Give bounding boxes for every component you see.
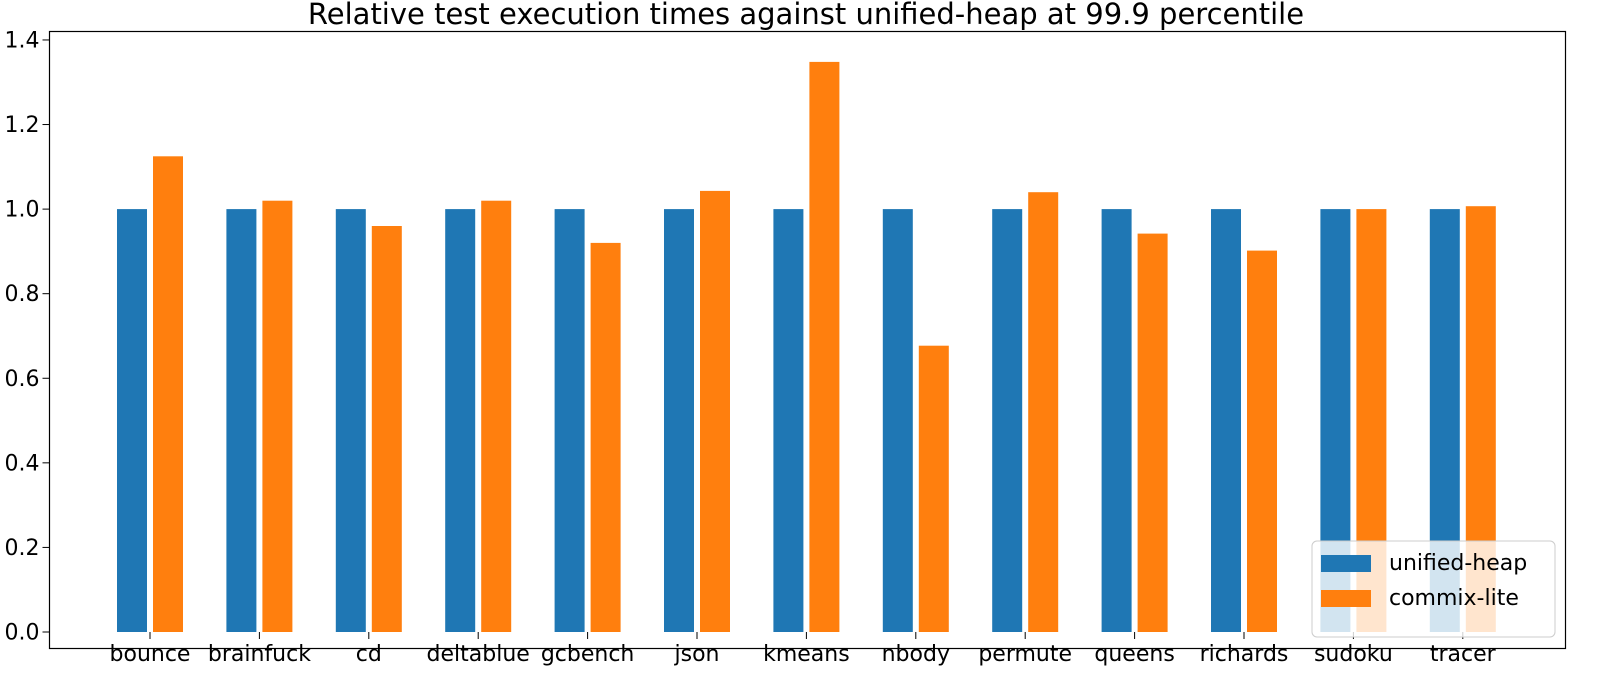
- bar-unified-heap-bounce: [117, 209, 147, 632]
- legend-label-commix-lite: commix-lite: [1389, 586, 1519, 611]
- x-tick-label: gcbench: [541, 642, 635, 667]
- bar-commix-lite-permute: [1028, 192, 1059, 632]
- chart-title: Relative test execution times against un…: [308, 0, 1304, 31]
- bar-unified-heap-brainfuck: [226, 209, 257, 632]
- bar-unified-heap-cd: [335, 209, 366, 632]
- legend: unified-heap commix-lite: [1311, 540, 1556, 638]
- bar-unified-heap-queens: [1101, 209, 1132, 632]
- legend-frame: [1311, 540, 1556, 638]
- x-tick-label: brainfuck: [208, 642, 311, 667]
- bar-unified-heap-deltablue: [445, 209, 476, 632]
- y-axis: 0.0 0.2 0.4 0.6 0.8 1.0 1.2 1.4: [5, 28, 50, 646]
- y-tick-label: 1.0: [5, 198, 40, 223]
- bar-unified-heap-json: [664, 209, 694, 632]
- legend-label-unified-heap: unified-heap: [1389, 551, 1527, 576]
- bar-commix-lite-bounce: [153, 156, 183, 633]
- bar-commix-lite-json: [700, 190, 730, 632]
- bar-unified-heap-nbody: [882, 209, 913, 632]
- bar-commix-lite-kmeans: [809, 61, 840, 632]
- bar-unified-heap-gcbench: [554, 209, 585, 632]
- legend-swatch-unified-heap: [1321, 555, 1371, 572]
- bar-commix-lite-deltablue: [481, 200, 512, 632]
- y-tick-label: 0.8: [5, 282, 40, 307]
- plot-frame: [48, 30, 1567, 650]
- bar-unified-heap-richards: [1211, 209, 1241, 632]
- bars-layer: [117, 61, 1496, 633]
- legend-swatch-commix-lite: [1321, 590, 1371, 607]
- y-tick-label: 1.4: [5, 28, 40, 53]
- bar-commix-lite-richards: [1247, 250, 1277, 632]
- x-tick-label: nbody: [882, 642, 950, 667]
- bar-commix-lite-queens: [1137, 233, 1168, 632]
- x-tick-label: queens: [1094, 642, 1174, 667]
- x-tick-label: json: [674, 642, 720, 667]
- bar-unified-heap-kmeans: [773, 209, 804, 632]
- x-tick-label: sudoku: [1314, 642, 1393, 667]
- bar-unified-heap-permute: [992, 209, 1023, 632]
- bar-commix-lite-nbody: [918, 345, 949, 632]
- x-tick-label: permute: [978, 642, 1072, 667]
- bar-commix-lite-gcbench: [590, 242, 621, 632]
- bar-commix-lite-cd: [371, 226, 402, 632]
- bar-commix-lite-brainfuck: [262, 200, 293, 632]
- y-tick-label: 0.4: [5, 451, 40, 476]
- x-tick-label: tracer: [1430, 642, 1497, 667]
- y-tick-label: 1.2: [5, 113, 40, 138]
- x-tick-label: kmeans: [763, 642, 850, 667]
- y-tick-label: 0.0: [5, 621, 40, 646]
- y-tick-label: 0.2: [5, 536, 40, 561]
- x-tick-label: bounce: [110, 642, 191, 667]
- x-tick-label: deltablue: [427, 642, 530, 667]
- x-axis: bounce brainfuck cd deltablue gcbench json kme…: [110, 632, 1497, 667]
- y-tick-label: 0.6: [5, 367, 40, 392]
- x-tick-label: cd: [356, 642, 382, 667]
- x-tick-label: richards: [1200, 642, 1289, 667]
